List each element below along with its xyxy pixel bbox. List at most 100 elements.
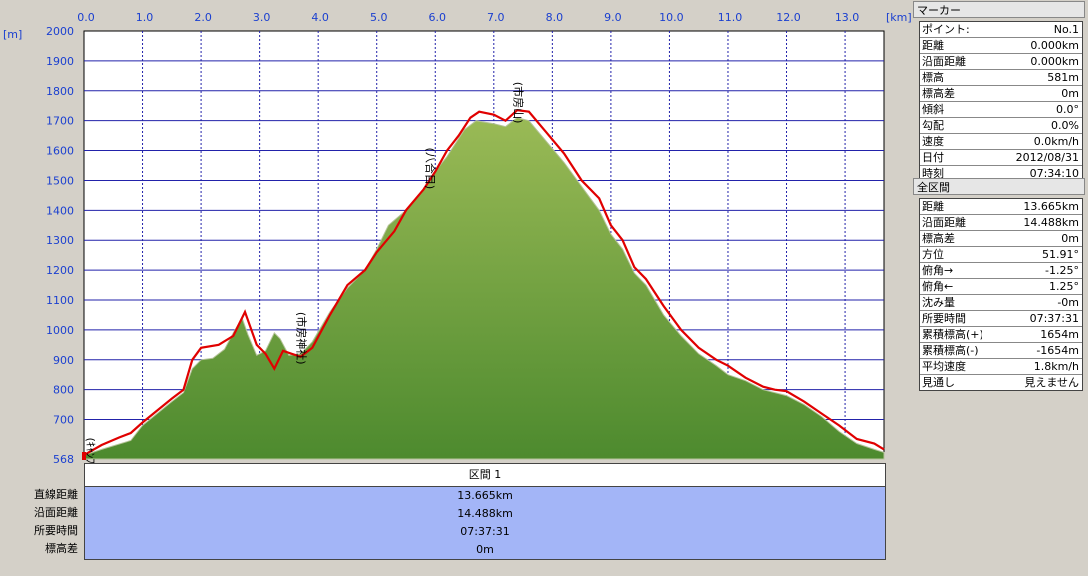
track-line-series	[83, 109, 885, 457]
section-row-labels: 直線距離 沿面距離 所要時間 標高差	[0, 486, 78, 558]
marker_panel-row-key: 速度	[922, 135, 944, 148]
total_panel-row-key: 見通し	[922, 376, 955, 389]
y-tick-label: 1300	[46, 234, 74, 247]
section-value-surface-distance: 14.488km	[457, 507, 513, 520]
y-tick-label: 568	[53, 453, 74, 466]
annotation-label: (市房神社)	[295, 312, 309, 365]
total_panel-row-value: 1.25°	[1049, 280, 1079, 293]
marker_panel-row-key: 勾配	[922, 119, 944, 132]
total_panel-row: 累積標高(-) -1654m	[920, 343, 1082, 359]
marker_panel-row-key: 標高差	[922, 87, 955, 100]
section-value-straight-distance: 13.665km	[457, 489, 513, 502]
total-panel-table: 距離 13.665km 沿面距離 14.488km 標高差 0m 方位 51.91° 俯角→ -1…	[919, 198, 1083, 391]
section-value-duration: 07:37:31	[460, 525, 510, 538]
annotation-label: (八合目)	[423, 148, 437, 190]
marker_panel-row: 傾斜 0.0°	[920, 102, 1082, 118]
y-tick-label: 700	[53, 414, 74, 427]
y-tick-label: 1400	[46, 204, 74, 217]
total_panel-row-value: 1.8km/h	[1033, 360, 1079, 373]
marker_panel-row: 標高 581m	[920, 70, 1082, 86]
marker_panel-row-value: 07:34:10	[1029, 167, 1079, 180]
x-axis-unit: [km]	[886, 11, 912, 24]
annotations: (ｷｬﾝﾌﾟ場) (市房神社) (八合目) (市房山)	[84, 82, 525, 470]
marker_panel-row-key: 傾斜	[922, 103, 944, 116]
marker_panel-row-key: 時刻	[922, 167, 944, 180]
total_panel-row: 見通し 見えません	[920, 375, 1082, 390]
total_panel-row: 平均速度 1.8km/h	[920, 359, 1082, 375]
marker_panel-row-value: 0m	[1061, 87, 1079, 100]
total_panel-row: 距離 13.665km	[920, 199, 1082, 215]
total_panel-row-key: 距離	[922, 200, 944, 213]
x-tick-label: 6.0	[429, 11, 447, 24]
total_panel-row-key: 沈み量	[922, 296, 955, 309]
total_panel-row: 俯角← 1.25°	[920, 279, 1082, 295]
x-tick-label: 0.0	[77, 11, 95, 24]
marker-panel-table: ポイント: No.1 距離 0.000km 沿面距離 0.000km 標高 581m 標高差 0m…	[919, 21, 1083, 182]
total_panel-row: 沈み量 -0m	[920, 295, 1082, 311]
row-label-duration: 所要時間	[34, 524, 78, 537]
x-axis-ticks: 0.0 1.0 2.0 3.0 4.0 5.0 6.0 7.0 8.0 9.0 10.0 11.0 12…	[77, 11, 859, 24]
marker_panel-row-value: 0.000km	[1030, 55, 1079, 68]
start-marker[interactable]	[82, 452, 86, 460]
y-tick-label: 1200	[46, 264, 74, 277]
total_panel-row-key: 累積標高(-)	[922, 344, 979, 357]
marker_panel-row-key: 沿面距離	[922, 55, 966, 68]
x-tick-label: 4.0	[311, 11, 329, 24]
total_panel-row-key: 俯角→	[922, 264, 954, 277]
total_panel-row-key: 所要時間	[922, 312, 966, 325]
y-tick-label: 1000	[46, 324, 74, 337]
marker_panel-row: 時刻 07:34:10	[920, 166, 1082, 181]
marker_panel-row-key: 距離	[922, 39, 944, 52]
marker_panel-row: 速度 0.0km/h	[920, 134, 1082, 150]
section-header[interactable]: 区間 1	[85, 464, 885, 487]
y-tick-label: 1100	[46, 294, 74, 307]
x-tick-label: 3.0	[253, 11, 271, 24]
total_panel-row: 俯角→ -1.25°	[920, 263, 1082, 279]
annotation-label: (ｷｬﾝﾌﾟ場)	[84, 437, 97, 470]
marker_panel-row: ポイント: No.1	[920, 22, 1082, 38]
total_panel-row-value: -1.25°	[1045, 264, 1079, 277]
marker_panel-row-value: 581m	[1047, 71, 1079, 84]
total_panel-row-value: -1654m	[1036, 344, 1079, 357]
y-axis-unit: [m]	[3, 28, 22, 41]
x-tick-label: 11.0	[718, 11, 743, 24]
elevation-chart[interactable]: 0.0 1.0 2.0 3.0 4.0 5.0 6.0 7.0 8.0 9.0 10.0 11.0 12…	[0, 0, 912, 470]
y-tick-label: 1900	[46, 55, 74, 68]
marker_panel-row-key: ポイント:	[922, 23, 970, 36]
annotation-label: (市房山)	[511, 82, 525, 124]
total_panel-row-value: 14.488km	[1023, 216, 1079, 229]
row-label-straight-distance: 直線距離	[34, 488, 78, 501]
x-tick-label: 5.0	[370, 11, 388, 24]
x-tick-label: 12.0	[776, 11, 801, 24]
marker_panel-row-value: No.1	[1053, 23, 1079, 36]
row-label-elevation-diff: 標高差	[45, 542, 78, 555]
total_panel-row-value: -0m	[1057, 296, 1079, 309]
marker_panel-row: 沿面距離 0.000km	[920, 54, 1082, 70]
marker_panel-row: 勾配 0.0%	[920, 118, 1082, 134]
y-tick-label: 1700	[46, 115, 74, 128]
marker_panel-row-value: 0.0%	[1051, 119, 1079, 132]
total_panel-row-key: 累積標高(+)	[922, 328, 982, 341]
x-tick-label: 7.0	[487, 11, 505, 24]
total_panel-row-value: 51.91°	[1042, 248, 1079, 261]
section-table[interactable]: 区間 1 13.665km 14.488km 07:37:31 0m	[84, 463, 886, 560]
y-axis-ticks: 2000 1900 1800 1700 1600 1500 1400 1300 1200 1100…	[46, 25, 74, 466]
x-tick-label: 9.0	[604, 11, 622, 24]
total_panel-row-value: 0m	[1061, 232, 1079, 245]
terrain-area-series	[83, 117, 885, 460]
total_panel-row-key: 平均速度	[922, 360, 966, 373]
marker_panel-row-key: 日付	[922, 151, 944, 164]
total_panel-row-value: 13.665km	[1023, 200, 1079, 213]
x-tick-label: 10.0	[659, 11, 684, 24]
total_panel-row-key: 俯角←	[922, 280, 954, 293]
x-tick-label: 2.0	[194, 11, 212, 24]
x-tick-label: 1.0	[136, 11, 154, 24]
marker_panel-row-value: 0.0°	[1056, 103, 1079, 116]
total_panel-row-value: 07:37:31	[1029, 312, 1079, 325]
total_panel-row-value: 見えません	[1024, 376, 1079, 389]
marker_panel-row: 距離 0.000km	[920, 38, 1082, 54]
marker-panel-title: マーカー	[913, 1, 1085, 18]
y-tick-label: 1600	[46, 145, 74, 158]
total_panel-row-key: 標高差	[922, 232, 955, 245]
marker_panel-row: 日付 2012/08/31	[920, 150, 1082, 166]
